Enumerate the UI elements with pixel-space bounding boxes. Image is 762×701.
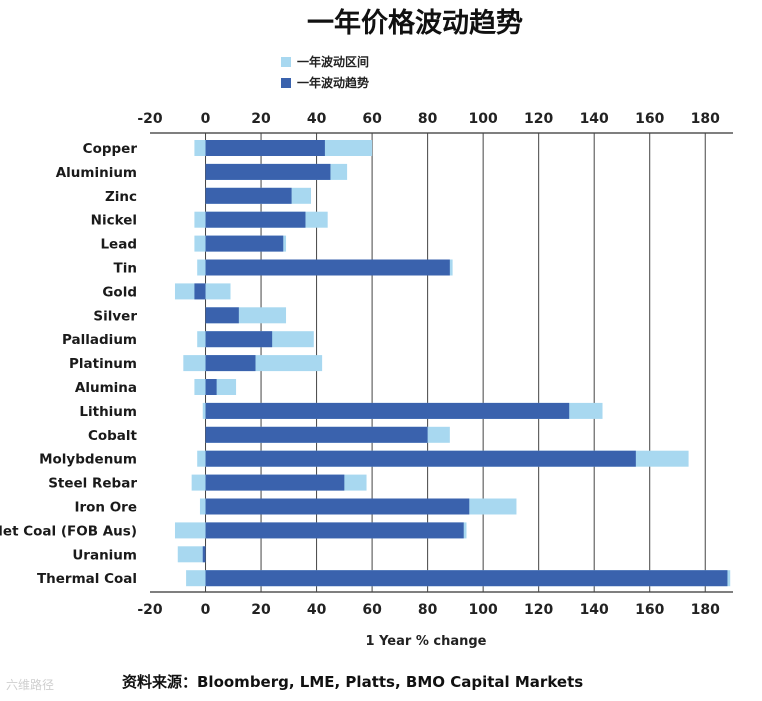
source-note: 资料来源：Bloomberg, LME, Platts, BMO Capital… [122, 673, 584, 691]
trend-bar-14 [205, 474, 345, 491]
top-tick-label: 180 [691, 111, 720, 127]
trend-bar-5 [205, 259, 450, 276]
top-tick-label: 60 [362, 111, 382, 127]
top-tick-label: 140 [580, 111, 609, 127]
trend-bar-6 [194, 283, 206, 300]
trend-bar-12 [205, 426, 428, 443]
category-label: Aluminium [56, 165, 137, 181]
trend-bar-13 [205, 450, 636, 467]
category-label: Lead [100, 237, 137, 253]
bottom-tick-label: 80 [418, 602, 438, 618]
trend-bar-18 [205, 570, 728, 587]
trend-bar-2 [205, 187, 292, 204]
category-labels: Copper Aluminium Zinc Nickel Lead Tin Gold Silv… [0, 141, 138, 587]
category-label: Lithium [79, 404, 137, 420]
trend-bar-11 [205, 402, 570, 419]
range-bar-17 [177, 546, 206, 563]
trend-bar-16 [205, 522, 464, 539]
trend-bar-0 [205, 140, 325, 156]
bottom-tick-labels: -20 0 20 40 60 80 100 120 140 160 180 [137, 602, 720, 618]
trend-bar-3 [205, 211, 306, 228]
trend-bar-15 [205, 498, 470, 515]
legend-swatch-trend [281, 78, 291, 88]
bottom-tick-label: -20 [137, 602, 163, 618]
category-label: Uranium [72, 547, 137, 563]
bottom-tick-label: 140 [580, 602, 609, 618]
trend-bar-4 [205, 235, 284, 252]
category-label: Platinum [69, 356, 137, 372]
category-label: Molybdenum [39, 452, 137, 468]
top-tick-label: 40 [307, 111, 327, 127]
category-label: Gold [102, 284, 137, 300]
category-label: Copper [83, 141, 138, 157]
category-label: Silver [93, 308, 137, 324]
category-label: Palladium [62, 332, 137, 348]
category-label: Met Coal (FOB Aus) [0, 523, 137, 539]
bottom-tick-label: 180 [691, 602, 720, 618]
trend-bar-7 [205, 307, 239, 324]
top-tick-label: 0 [201, 111, 211, 127]
chart-title: 一年价格波动趋势 [307, 7, 523, 39]
bottom-tick-label: 100 [469, 602, 498, 618]
legend-label-trend: 一年波动趋势 [297, 75, 369, 90]
category-label: Nickel [91, 213, 137, 229]
bottom-tick-label: 160 [635, 602, 664, 618]
x-axis-label: 1 Year % change [366, 634, 487, 649]
top-tick-label: 120 [524, 111, 553, 127]
trend-bar-8 [205, 331, 273, 348]
top-tick-label: -20 [137, 111, 163, 127]
legend-swatch-range [281, 57, 291, 67]
top-tick-label: 20 [251, 111, 271, 127]
legend: 一年波动区间 一年波动趋势 [281, 54, 369, 90]
category-label: Thermal Coal [37, 571, 137, 587]
category-label: Tin [114, 261, 137, 277]
category-label: Alumina [75, 380, 137, 396]
category-label: Cobalt [88, 428, 138, 444]
top-tick-label: 80 [418, 111, 438, 127]
bars [174, 140, 731, 587]
bottom-tick-label: 0 [201, 602, 211, 618]
category-label: Steel Rebar [48, 476, 137, 492]
trend-bar-10 [205, 379, 217, 395]
category-label: Zinc [105, 189, 137, 205]
watermark: 六维路径 [6, 678, 55, 692]
category-label: Iron Ore [74, 500, 137, 516]
trend-bar-17 [202, 546, 206, 563]
top-tick-label: 160 [635, 111, 664, 127]
bottom-tick-label: 120 [524, 602, 553, 618]
legend-label-range: 一年波动区间 [297, 54, 369, 69]
trend-bar-1 [205, 163, 331, 180]
bottom-tick-label: 60 [362, 602, 382, 618]
trend-bar-9 [205, 355, 256, 372]
bottom-tick-label: 20 [251, 602, 271, 618]
bottom-tick-label: 40 [307, 602, 327, 618]
top-tick-labels: -20 0 20 40 60 80 100 120 140 160 180 [137, 111, 720, 127]
top-tick-label: 100 [469, 111, 498, 127]
